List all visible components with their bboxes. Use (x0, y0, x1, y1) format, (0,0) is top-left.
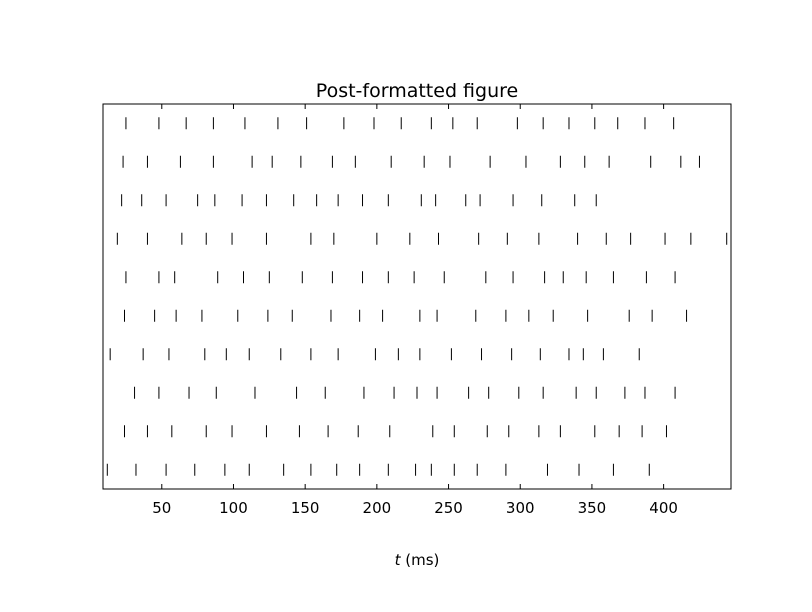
x-tick-label: 300 (506, 499, 535, 517)
trial-row-2 (122, 155, 700, 168)
tick-layer: 50 100 150 200 250 300 350 400 (152, 104, 678, 517)
x-axis-label: t (ms) (395, 551, 440, 569)
x-tick-label: 50 (152, 499, 171, 517)
plot-frame (102, 103, 732, 490)
trial-row-6 (124, 309, 688, 322)
x-axis-label-variable: t (395, 551, 402, 569)
trial-row-8 (134, 386, 676, 399)
chart-title: Post-formatted figure (316, 80, 518, 102)
trial-row-5 (125, 271, 676, 284)
trial-row-7 (109, 348, 640, 361)
x-axis-label-unit: (ms) (400, 551, 439, 569)
x-tick-label: 250 (434, 499, 463, 517)
x-tick-label: 100 (219, 499, 248, 517)
x-tick-label: 400 (649, 499, 678, 517)
trial-row-10 (106, 463, 650, 476)
trial-row-1 (125, 117, 675, 130)
x-tick-label: 350 (578, 499, 607, 517)
x-tick-label: 200 (363, 499, 392, 517)
trial-row-3 (121, 194, 597, 207)
spike-layer (106, 117, 728, 476)
trial-row-9 (124, 425, 667, 438)
trial-row-4 (116, 232, 728, 245)
x-tick-label: 150 (291, 499, 320, 517)
